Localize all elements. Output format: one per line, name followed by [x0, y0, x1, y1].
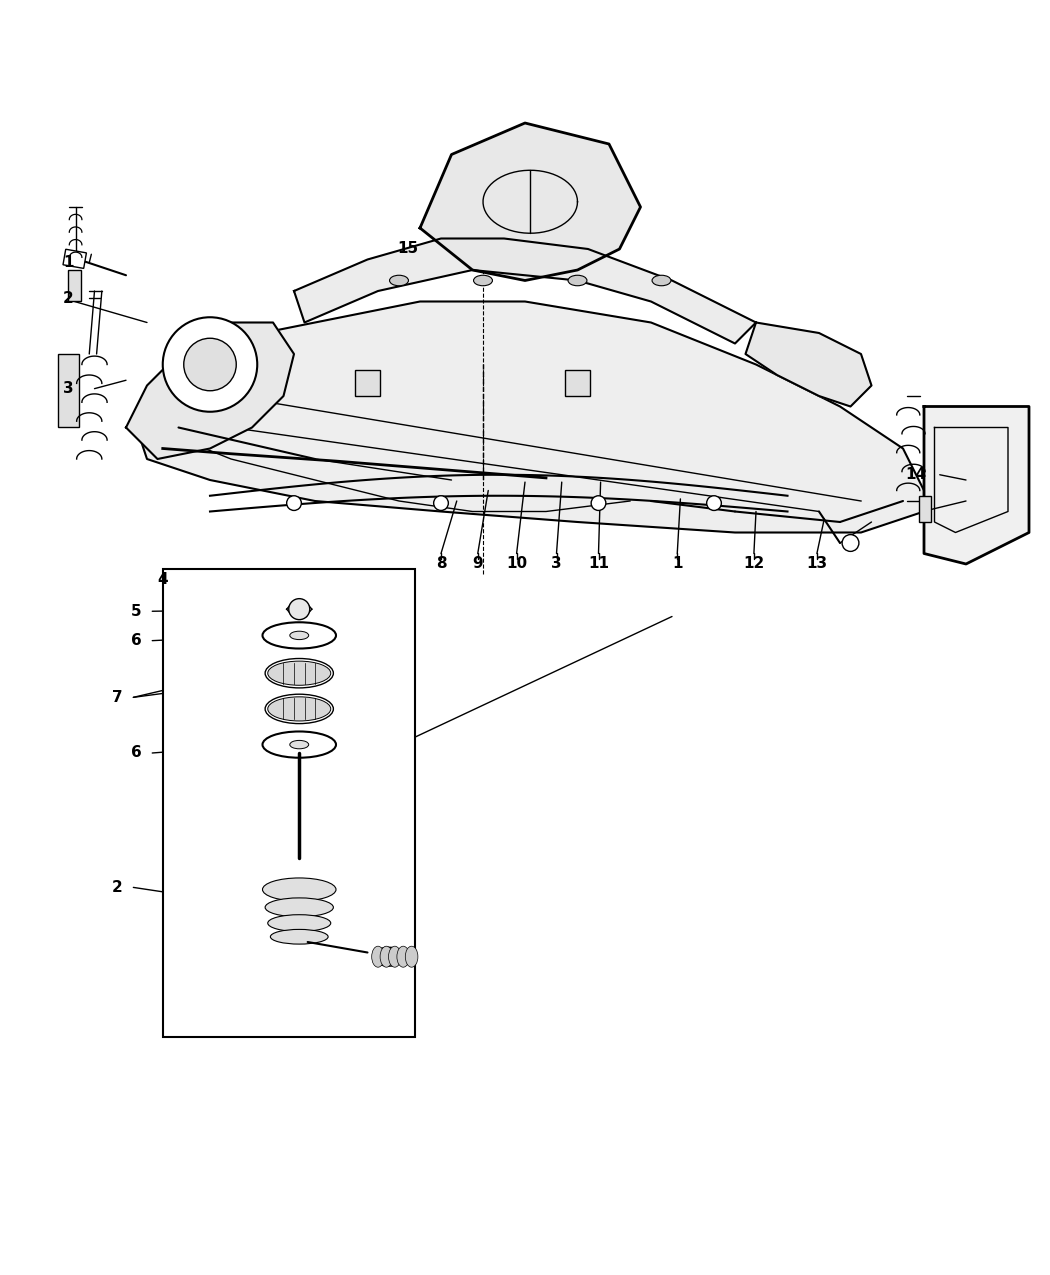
Polygon shape [126, 323, 294, 459]
Text: 2: 2 [63, 291, 74, 306]
Text: 11: 11 [588, 556, 609, 571]
Ellipse shape [265, 898, 334, 917]
Text: 3: 3 [551, 556, 562, 571]
Text: 2: 2 [112, 880, 123, 895]
Ellipse shape [290, 741, 309, 748]
Ellipse shape [397, 946, 410, 968]
Circle shape [434, 496, 448, 510]
Text: 14: 14 [905, 467, 926, 482]
Bar [68, 270, 81, 301]
Text: 7: 7 [112, 690, 123, 705]
Text: 12: 12 [743, 556, 764, 571]
Text: 3: 3 [63, 381, 74, 397]
Text: 13: 13 [806, 556, 827, 571]
Text: 5: 5 [131, 604, 142, 618]
Ellipse shape [265, 658, 334, 688]
Bar [63, 249, 86, 269]
Text: 6: 6 [131, 746, 142, 760]
Text: 4: 4 [158, 572, 168, 588]
Ellipse shape [268, 697, 331, 720]
Bar [58, 354, 79, 427]
Text: 10: 10 [506, 556, 527, 571]
Bar [355, 370, 380, 397]
Text: 9: 9 [472, 556, 483, 571]
Polygon shape [294, 238, 756, 343]
Circle shape [707, 496, 721, 510]
Text: 6: 6 [131, 634, 142, 648]
Ellipse shape [568, 275, 587, 286]
Text: 1: 1 [63, 255, 74, 270]
Polygon shape [136, 301, 924, 533]
Ellipse shape [390, 275, 408, 286]
Ellipse shape [652, 275, 671, 286]
Ellipse shape [271, 929, 328, 944]
Bar [163, 569, 415, 1037]
Ellipse shape [380, 946, 393, 968]
Circle shape [163, 317, 257, 412]
Ellipse shape [262, 622, 336, 649]
Circle shape [184, 338, 236, 390]
Circle shape [591, 496, 606, 510]
Ellipse shape [373, 947, 404, 966]
Text: 15: 15 [397, 241, 418, 256]
Polygon shape [746, 323, 872, 407]
Text: 1: 1 [672, 556, 682, 571]
Text: 8: 8 [436, 556, 446, 571]
Ellipse shape [268, 662, 331, 685]
Ellipse shape [262, 732, 336, 757]
Circle shape [287, 496, 301, 510]
Ellipse shape [262, 878, 336, 901]
Ellipse shape [405, 946, 418, 968]
Ellipse shape [265, 694, 334, 724]
Ellipse shape [372, 946, 384, 968]
Circle shape [842, 534, 859, 551]
Bar [919, 496, 931, 521]
Bar [565, 370, 590, 397]
Polygon shape [420, 122, 640, 280]
Polygon shape [924, 407, 1029, 564]
Ellipse shape [474, 275, 492, 286]
Ellipse shape [268, 914, 331, 932]
Ellipse shape [290, 631, 309, 640]
Ellipse shape [388, 946, 401, 968]
Circle shape [289, 599, 310, 620]
